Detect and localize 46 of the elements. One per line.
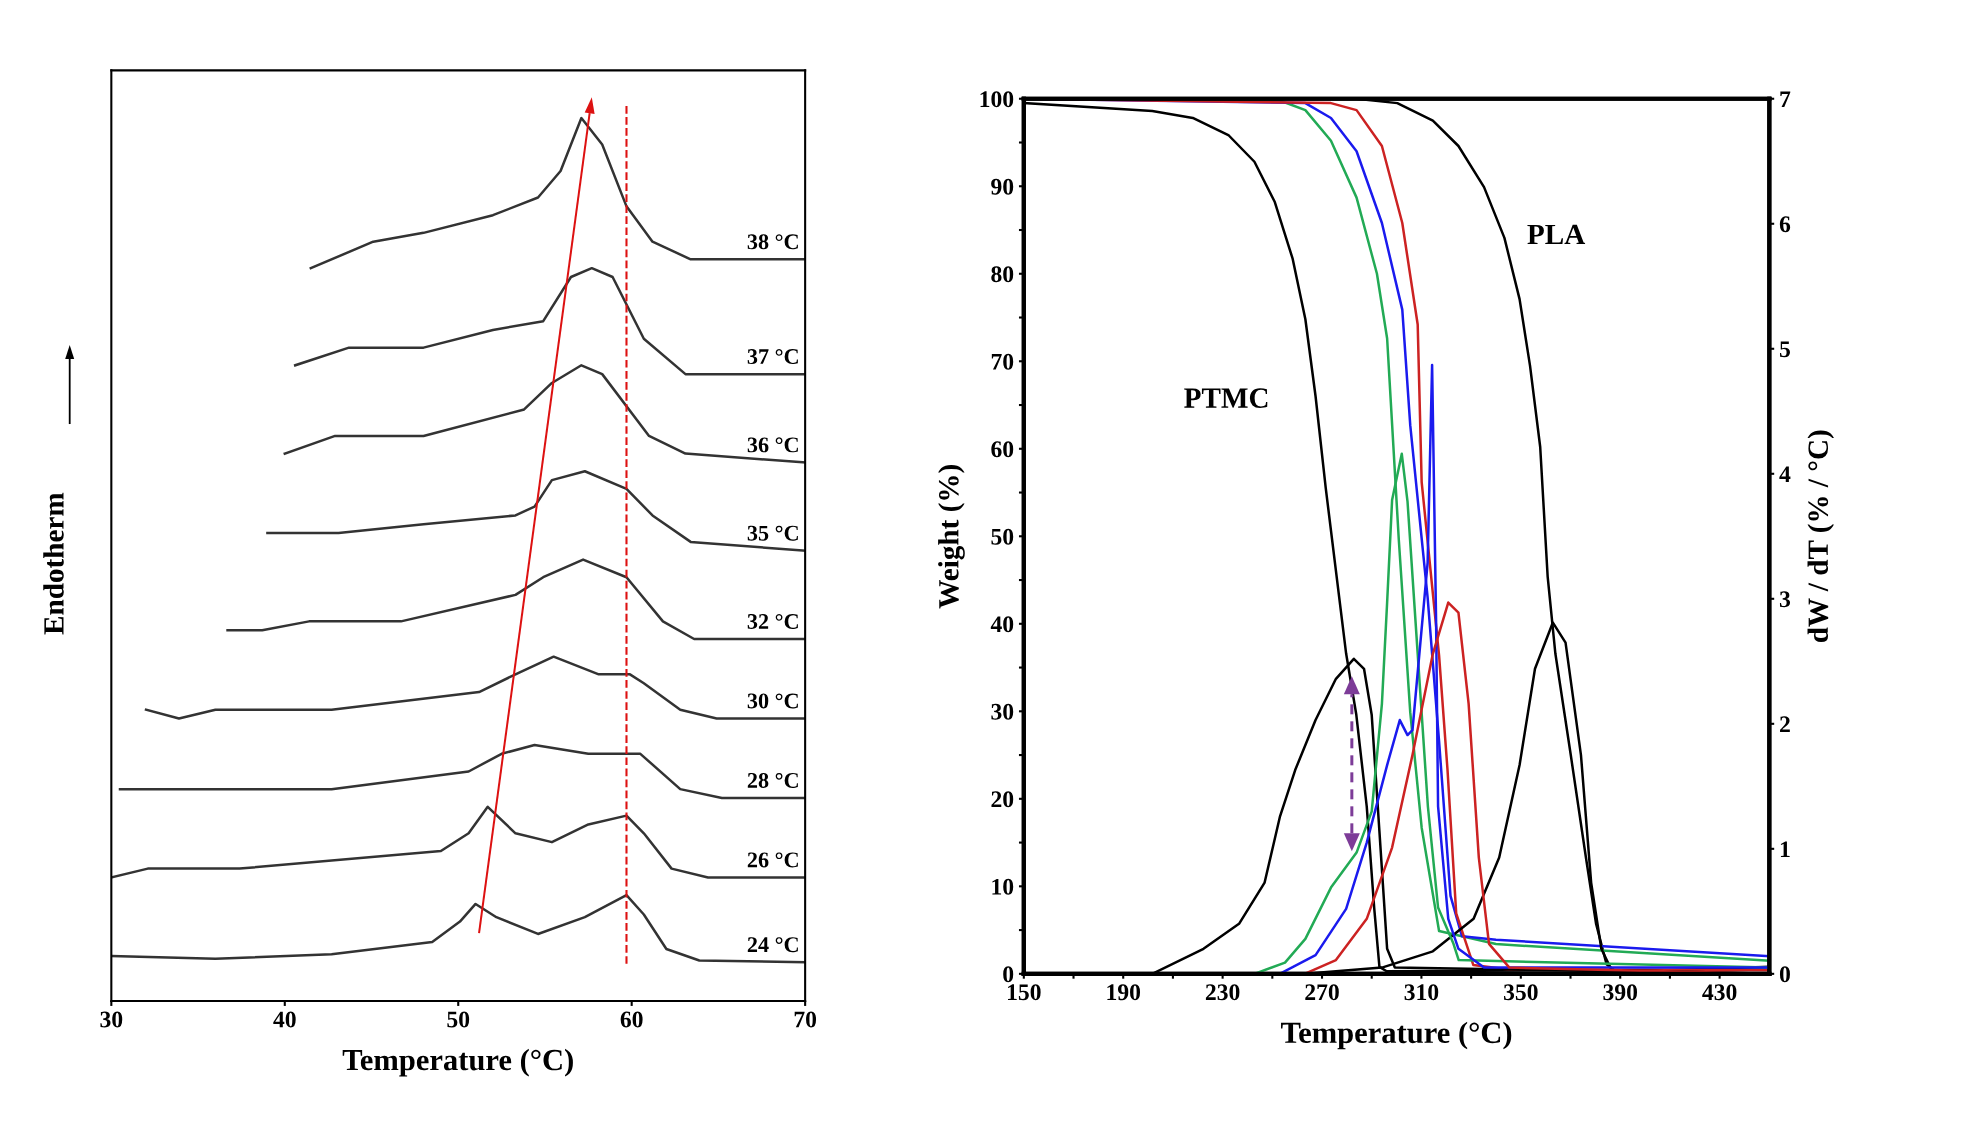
y-tick-label: 10	[992, 878, 1014, 895]
y-tick-label: 100	[980, 91, 1014, 108]
x-axis-title: Temperature (°C)	[1281, 1021, 1512, 1050]
y2-tick-label: 5	[1779, 341, 1790, 358]
x-tick-label: 50	[447, 1011, 470, 1028]
y-tick-label: 50	[991, 528, 1014, 545]
y2-tick-label: 4	[1779, 466, 1791, 482]
series-label: 38 °C	[747, 234, 798, 250]
x-tick-label: 310	[1404, 984, 1439, 1001]
x-tick-label: 350	[1504, 984, 1538, 1001]
series-label: 37 °C	[747, 349, 798, 365]
y2-tick-label: 3	[1779, 591, 1791, 608]
x-tick-label: 390	[1603, 984, 1638, 1001]
series-label: 26 °C	[747, 852, 798, 868]
y2-axis-title: dW / dT (% / °C)	[1807, 430, 1834, 643]
series-label: 28 °C	[747, 772, 798, 788]
y-tick-label: 90	[991, 178, 1014, 195]
x-tick-label: 30	[100, 1011, 123, 1028]
y2-tick-label: 7	[1780, 91, 1791, 107]
y-tick-label: 40	[990, 616, 1014, 633]
y2-tick-label: 6	[1779, 216, 1791, 233]
x-tick-label: 40	[273, 1011, 296, 1028]
y-tick-label: 60	[991, 441, 1014, 458]
y-tick-label: 0	[1003, 966, 1014, 983]
y2-tick-label: 2	[1780, 716, 1790, 732]
x-tick-label: 270	[1305, 984, 1339, 1001]
x-tick-label: 150	[1008, 984, 1041, 1001]
x-tick-label: 60	[620, 1011, 643, 1028]
series-label: 35 °C	[747, 525, 798, 541]
y-axis-title: Endotherm	[43, 492, 64, 635]
y2-tick-label: 1	[1780, 841, 1790, 858]
y-tick-label: 80	[991, 266, 1014, 283]
y-tick-label: 20	[991, 791, 1014, 808]
y-tick-label: 70	[991, 353, 1014, 370]
series-label: 30 °C	[747, 693, 798, 709]
y2-tick-label: 0	[1779, 966, 1790, 983]
x-tick-label: 70	[794, 1011, 817, 1028]
series-label: 24 °C	[747, 937, 798, 953]
series-label: 32 °C	[747, 613, 798, 629]
x-tick-label: 190	[1107, 984, 1141, 1001]
y-tick-label: 30	[991, 703, 1014, 720]
x-tick-label: 230	[1205, 984, 1240, 1001]
x-tick-label: 430	[1702, 984, 1737, 1001]
series-label: 36 °C	[747, 437, 798, 453]
x-axis-title: Temperature (°C)	[342, 1048, 573, 1077]
y-axis-title: Weight (%)	[938, 465, 965, 609]
